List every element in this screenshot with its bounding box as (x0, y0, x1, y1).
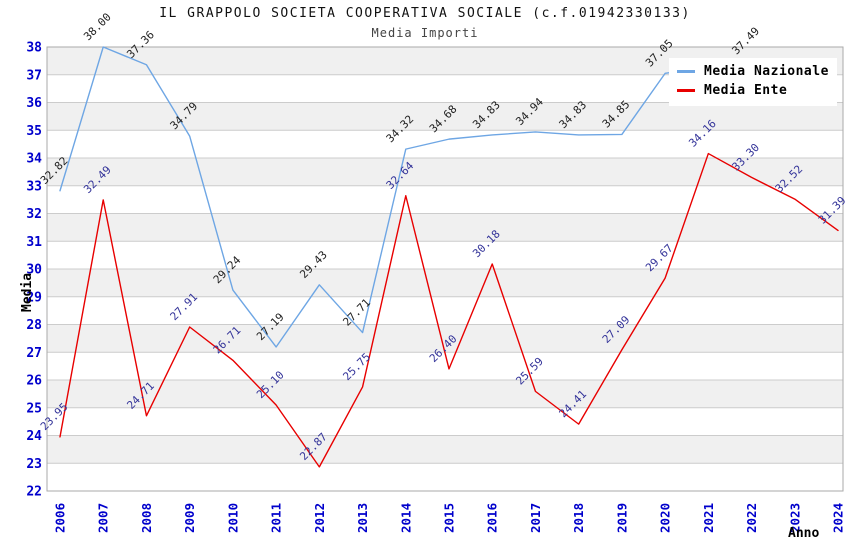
x-tick-label: 2013 (355, 503, 370, 533)
y-tick-label: 33 (26, 179, 42, 194)
y-tick-label: 27 (26, 346, 42, 361)
y-axis-tick-labels: 22 23 24 25 26 27 28 29 30 31 32 33 34 35 36 37 38 (26, 41, 42, 500)
y-tick-label: 34 (26, 152, 42, 167)
legend-label: Media Nazionale (704, 64, 829, 79)
y-tick-label: 31 (26, 235, 42, 250)
y-tick-label: 22 (26, 485, 42, 500)
y-tick-label: 38 (26, 41, 42, 56)
y-tick-label: 30 (26, 263, 42, 278)
y-tick-label: 29 (26, 290, 42, 305)
x-tick-label: 2015 (442, 503, 457, 533)
y-tick-label: 23 (26, 457, 42, 472)
x-tick-label: 2014 (398, 503, 413, 533)
legend-item-media-ente: Media Ente (677, 81, 829, 100)
legend-swatch-media-ente (677, 89, 695, 92)
y-tick-label: 26 (26, 374, 42, 389)
series-line-media-nazionale (59, 46, 753, 348)
legend-label: Media Ente (704, 83, 788, 98)
legend-swatch-media-nazionale (677, 70, 695, 73)
x-tick-label: 2007 (96, 503, 111, 533)
x-tick-label: 2017 (528, 503, 543, 533)
x-tick-label: 2024 (831, 503, 846, 533)
x-tick-label: 2020 (658, 503, 673, 533)
y-tick-label: 36 (26, 96, 42, 111)
chart-title: IL GRAPPOLO SOCIETA COOPERATIVA SOCIALE … (159, 6, 691, 21)
y-tick-label: 32 (26, 207, 42, 222)
y-tick-label: 35 (26, 124, 42, 139)
y-tick-label: 28 (26, 318, 42, 333)
series-line-media-ente (59, 152, 839, 468)
legend-item-media-nazionale: Media Nazionale (677, 62, 829, 81)
x-tick-label: 2010 (225, 503, 240, 533)
legend: Media Nazionale Media Ente (669, 58, 837, 106)
y-tick-label: 24 (26, 429, 42, 444)
chart-subtitle: Media Importi (371, 26, 479, 40)
x-tick-label: 2021 (701, 503, 716, 533)
x-tick-label: 2022 (744, 503, 759, 533)
x-axis-tick-labels: 2006 2007 2008 2009 2010 2011 2012 2013 2014 2015… (53, 503, 846, 533)
x-tick-label: 2009 (182, 503, 197, 533)
x-axis-title: Anno (788, 526, 819, 541)
x-tick-label: 2023 (787, 503, 802, 533)
y-tick-label: 25 (26, 401, 42, 416)
x-tick-label: 2012 (312, 503, 327, 533)
y-axis-title: Media (20, 273, 35, 312)
x-tick-label: 2008 (139, 503, 154, 533)
data-point-label: 38.00 (81, 11, 114, 44)
plot-border (46, 46, 844, 492)
x-tick-label: 2006 (53, 503, 68, 533)
x-tick-label: 2019 (614, 503, 629, 533)
x-tick-label: 2016 (485, 503, 500, 533)
x-tick-label: 2018 (571, 503, 586, 533)
plot-bands (47, 47, 843, 491)
y-tick-label: 37 (26, 68, 42, 83)
x-tick-label: 2011 (269, 503, 284, 533)
